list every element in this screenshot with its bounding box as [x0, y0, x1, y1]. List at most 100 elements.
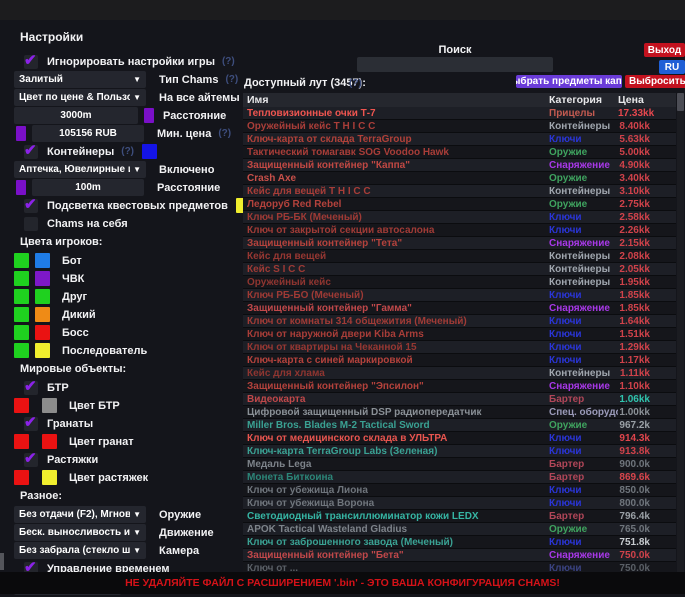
all-items-dropdown[interactable]: Цвет по цене & Пользователь ▼ [14, 89, 146, 106]
table-row[interactable]: Ключ-карта с синей маркировкой Ключи 1.17k… [243, 354, 676, 367]
item-category: Снаряжение [549, 237, 610, 249]
help-icon[interactable]: (?) [221, 56, 235, 67]
column-header-price[interactable]: Цена [618, 94, 644, 106]
column-header-name[interactable]: Имя [247, 94, 269, 106]
table-row[interactable]: Тактический томагавк SOG Voodoo Hawk Оруж… [243, 146, 676, 159]
color-swatch[interactable] [14, 343, 29, 358]
table-row[interactable]: Оружейный кейс T H I C C Контейнеры 8.40kk [243, 120, 676, 133]
distance-input[interactable] [14, 107, 138, 124]
color-swatch[interactable] [42, 434, 57, 449]
table-row[interactable]: Кейс для вещей Контейнеры 2.08kk [243, 250, 676, 263]
color-swatch[interactable] [16, 126, 26, 141]
table-row[interactable]: Защищенный контейнер "Бета" Снаряжение 750… [243, 549, 676, 562]
search-input[interactable] [357, 57, 553, 72]
help-icon[interactable]: (?) [349, 78, 362, 89]
help-icon[interactable]: (?) [225, 74, 239, 85]
table-row[interactable]: Защищенный контейнер "Тета" Снаряжение 2.1… [243, 237, 676, 250]
table-row[interactable]: Ключ от медицинского склада в УЛЬТРА Ключ… [243, 432, 676, 445]
color-swatch[interactable] [142, 144, 158, 159]
exit-button[interactable]: Выход [644, 43, 685, 57]
table-row[interactable]: Ледоруб Red Rebel Оружие 2.75kk [243, 198, 676, 211]
containers-distance-input[interactable] [32, 179, 144, 196]
ignore-game-settings-row: Игнорировать настройки игры (?) [14, 51, 240, 69]
table-row[interactable]: Цифровой защищенный DSP радиопередатчик С… [243, 406, 676, 419]
item-category: Оружие [549, 146, 588, 158]
table-row[interactable]: Монета Биткоина Бартер 869.6k [243, 471, 676, 484]
select-kappa-items-button[interactable]: Выбрать предметы каппа [516, 75, 622, 88]
help-icon[interactable]: (?) [218, 128, 232, 139]
color-swatch[interactable] [16, 180, 26, 195]
color-swatch[interactable] [35, 307, 50, 322]
table-row[interactable]: Тепловизионные очки Т-7 Прицелы 17.33kk [243, 107, 676, 120]
table-row[interactable]: Ключ от убежища Ворона Ключи 800.0k [243, 497, 676, 510]
color-swatch[interactable] [35, 253, 50, 268]
movement-dropdown[interactable]: Беск. выносливость и нет уста ▼ [14, 524, 146, 541]
world-object-checkbox[interactable] [24, 377, 38, 395]
table-scrollbar[interactable] [677, 93, 684, 572]
chams-self-checkbox[interactable] [24, 216, 38, 231]
color-swatch[interactable] [35, 271, 50, 286]
table-row[interactable]: Медаль Lega Бартер 900.0k [243, 458, 676, 471]
ignore-game-settings-checkbox[interactable] [24, 51, 38, 69]
table-row[interactable]: Видеокарта Бартер 1.06kk [243, 393, 676, 406]
window-titlebar[interactable] [0, 0, 685, 20]
table-row[interactable]: Светодиодный трансиллюминатор кожи LEDX Б… [243, 510, 676, 523]
table-row[interactable]: Защищенный контейнер "Эпсилон" Снаряжение… [243, 380, 676, 393]
table-row[interactable]: Кейс для хлама Контейнеры 1.11kk [243, 367, 676, 380]
containers-checkbox[interactable] [24, 141, 38, 159]
item-price: 5.63kk [619, 133, 650, 145]
all-items-row: Цвет по цене & Пользователь ▼ На все айт… [14, 89, 240, 106]
color-swatch[interactable] [14, 271, 29, 286]
world-object-checkbox[interactable] [24, 413, 38, 431]
table-row[interactable]: Ключ-карта от склада TerraGroup Ключи 5.63… [243, 133, 676, 146]
color-swatch[interactable] [35, 325, 50, 340]
table-row[interactable]: Защищенный контейнер "Каппа" Снаряжение 4.… [243, 159, 676, 172]
chams-type-dropdown[interactable]: Залитый ▼ [14, 71, 146, 88]
table-row[interactable]: Miller Bros. Blades M-2 Tactical Sword Ор… [243, 419, 676, 432]
camera-dropdown[interactable]: Без забрала (стекло шлема) ▼ [14, 542, 146, 559]
drop-all-button[interactable]: Выбросить все [625, 75, 685, 88]
color-swatch[interactable] [14, 398, 29, 413]
world-object-checkbox[interactable] [24, 449, 38, 467]
table-row[interactable]: Ключ-карта TerraGroup Labs (Зеленая) Ключ… [243, 445, 676, 458]
color-swatch[interactable] [35, 343, 50, 358]
help-icon[interactable]: (?) [121, 146, 135, 157]
table-row[interactable]: Оружейный кейс Контейнеры 1.95kk [243, 276, 676, 289]
table-row[interactable]: Crash Axe Оружие 3.40kk [243, 172, 676, 185]
table-row[interactable]: Ключ от комнаты 314 общежития (Меченый) К… [243, 315, 676, 328]
color-swatch[interactable] [14, 289, 29, 304]
color-swatch[interactable] [144, 108, 154, 123]
table-row[interactable]: Защищенный контейнер "Гамма" Снаряжение 1.… [243, 302, 676, 315]
min-price-input[interactable] [32, 125, 144, 142]
color-swatch[interactable] [42, 470, 57, 485]
table-row[interactable]: Кейс S I C C Контейнеры 2.05kk [243, 263, 676, 276]
column-header-category[interactable]: Категория [549, 94, 603, 106]
table-row[interactable]: Ключ от заброшенного завода (Меченый) Клю… [243, 536, 676, 549]
scrollbar-thumb[interactable] [677, 93, 684, 111]
item-name: Защищенный контейнер "Каппа" [247, 159, 410, 171]
player-color-label: Бот [62, 254, 82, 267]
color-swatch[interactable] [14, 434, 29, 449]
table-row[interactable]: Кейс для вещей T H I C C Контейнеры 3.10kk [243, 185, 676, 198]
color-swatch[interactable] [35, 289, 50, 304]
color-swatch[interactable] [14, 325, 29, 340]
quest-highlight-checkbox[interactable] [24, 195, 38, 213]
table-row[interactable]: APOK Tactical Wasteland Gladius Оружие 765… [243, 523, 676, 536]
weapon-dropdown[interactable]: Без отдачи (F2), Мгновенное п ▼ [14, 506, 146, 523]
containers-filter-dropdown[interactable]: Аптечка, Ювелирные и... ▼ [14, 161, 146, 178]
table-row[interactable]: Ключ РБ-БК (Меченый) Ключи 2.58kk [243, 211, 676, 224]
table-row[interactable]: Ключ от ... Ключи 750.0k [243, 562, 676, 572]
table-row[interactable]: Ключ РБ-БО (Меченый) Ключи 1.85kk [243, 289, 676, 302]
table-row[interactable]: Ключ от закрытой секции автосалона Ключи 2… [243, 224, 676, 237]
language-button[interactable]: RU [659, 60, 685, 74]
item-price: 1.06kk [619, 393, 650, 405]
color-swatch[interactable] [14, 307, 29, 322]
table-row[interactable]: Ключ от квартиры на Чеканной 15 Ключи 1.29… [243, 341, 676, 354]
table-row[interactable]: Ключ от наружной двери Kiba Arms Ключи 1.5… [243, 328, 676, 341]
color-swatch[interactable] [14, 470, 29, 485]
color-swatch[interactable] [42, 398, 57, 413]
item-category: Оружие [549, 419, 588, 431]
left-edge-handle[interactable] [0, 553, 4, 570]
table-row[interactable]: Ключ от убежища Лиона Ключи 850.0k [243, 484, 676, 497]
color-swatch[interactable] [14, 253, 29, 268]
